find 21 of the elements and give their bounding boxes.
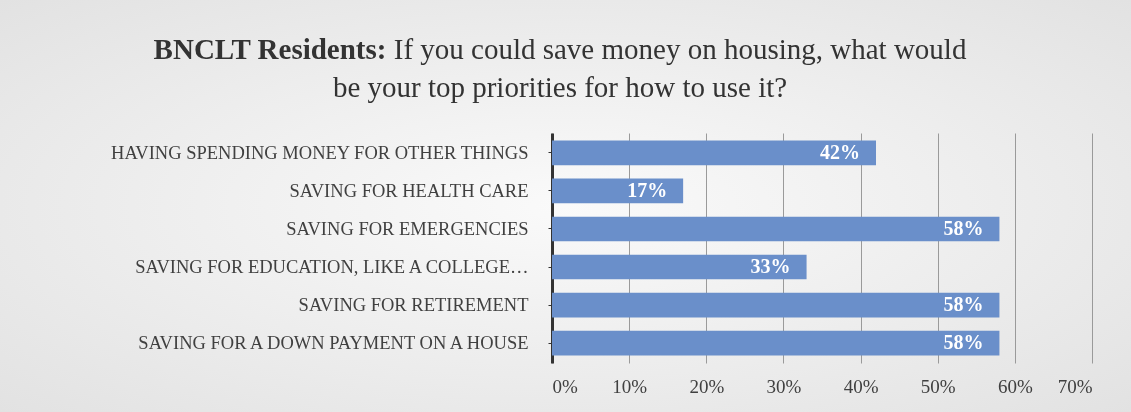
x-tick-label: 20% xyxy=(689,375,725,397)
y-tick-label: SAVING FOR A DOWN PAYMENT ON A HOUSE xyxy=(138,333,529,354)
data-label: 58% xyxy=(943,331,984,354)
x-tick-label: 10% xyxy=(612,375,648,397)
data-label: 33% xyxy=(750,255,791,278)
x-tick-label: 60% xyxy=(997,375,1033,397)
y-tick-label: HAVING SPENDING MONEY FOR OTHER THINGS xyxy=(111,142,529,163)
chart-title: BNCLT Residents: If you could save money on housing, what would be your top priorities for how to use it? xyxy=(152,32,968,105)
y-tick-label: SAVING FOR RETIREMENT xyxy=(298,295,529,316)
x-tick-label: 50% xyxy=(920,375,956,397)
data-label: 58% xyxy=(943,216,984,239)
y-tick-label: SAVING FOR EMERGENCIES xyxy=(286,218,529,239)
y-tick-label: SAVING FOR EDUCATION, LIKE A COLLEGE… xyxy=(135,257,529,278)
data-label: 58% xyxy=(943,293,984,316)
y-tick-label: SAVING FOR HEALTH CARE xyxy=(289,180,529,201)
x-tick-label: 30% xyxy=(766,375,802,397)
x-tick-label: 70% xyxy=(1057,375,1093,397)
x-tick-label: 40% xyxy=(843,375,879,397)
data-label: 42% xyxy=(820,140,860,163)
data-label: 17% xyxy=(627,178,668,201)
x-tick-label: 0% xyxy=(552,375,578,397)
